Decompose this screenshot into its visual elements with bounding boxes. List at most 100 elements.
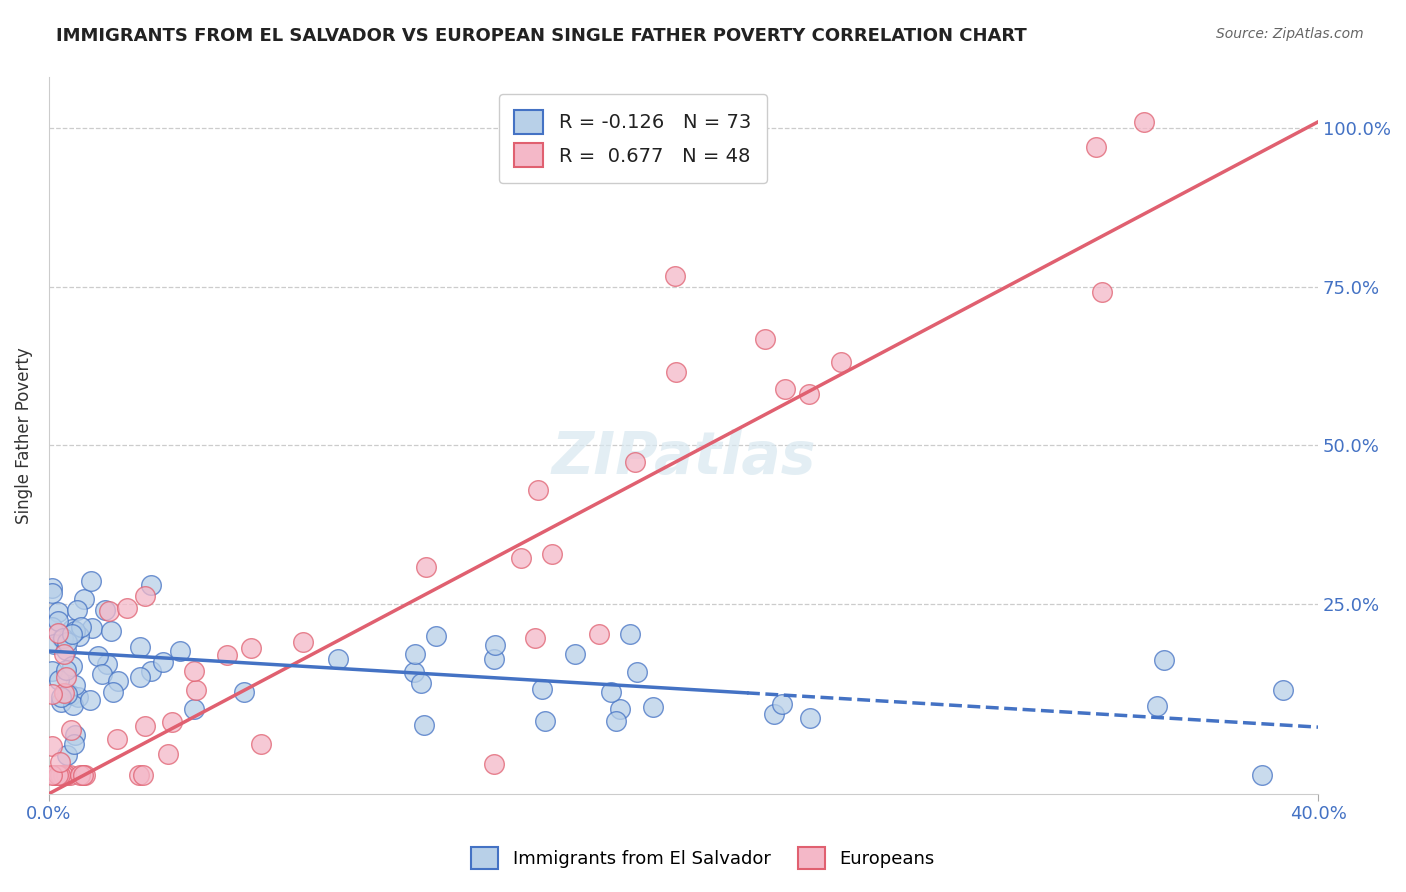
Point [1271, 682, 1294, 697]
Point [48, 625, 70, 640]
Point [98, 604, 121, 618]
Text: ZIPatlas: ZIPatlas [551, 428, 815, 485]
Point [55, 634, 77, 648]
Point [105, 731, 128, 746]
Point [82, 621, 104, 635]
Point [564, 647, 586, 661]
Point [482, 652, 505, 666]
Point [41, 581, 63, 595]
Point [754, 332, 776, 346]
Point [67, 629, 90, 643]
Point [665, 365, 688, 379]
Point [326, 652, 349, 666]
Point [51, 690, 73, 704]
Point [128, 767, 150, 781]
Point [183, 702, 205, 716]
Point [141, 577, 163, 591]
Point [215, 648, 238, 662]
Point [66, 603, 89, 617]
Point [129, 640, 152, 654]
Point [402, 665, 425, 679]
Point [46, 605, 69, 619]
Point [70, 619, 93, 633]
Point [412, 718, 434, 732]
Point [799, 387, 821, 401]
Point [249, 738, 271, 752]
Point [52, 767, 75, 781]
Point [291, 635, 314, 649]
Point [425, 630, 447, 644]
Point [53, 686, 76, 700]
Point [534, 714, 557, 729]
Legend: Immigrants from El Salvador, Europeans: Immigrants from El Salvador, Europeans [464, 839, 942, 876]
Point [60, 723, 83, 737]
Point [588, 627, 610, 641]
Point [80, 574, 103, 588]
Point [55, 767, 77, 781]
Point [482, 757, 505, 772]
Point [46, 767, 69, 781]
Point [67, 690, 90, 704]
Point [60, 627, 83, 641]
Point [55, 670, 77, 684]
Point [1251, 767, 1274, 781]
Point [103, 685, 125, 699]
Point [46, 615, 69, 629]
Point [56, 747, 79, 762]
Point [775, 382, 797, 396]
Point [523, 632, 546, 646]
Point [55, 663, 77, 677]
Point [132, 767, 155, 781]
Point [100, 624, 122, 638]
Point [87, 648, 110, 663]
Point [60, 623, 83, 637]
Point [404, 648, 426, 662]
Point [41, 586, 63, 600]
Point [73, 591, 96, 606]
Point [619, 627, 641, 641]
Point [799, 711, 821, 725]
Point [184, 683, 207, 698]
Point [52, 631, 75, 645]
Point [156, 747, 179, 762]
Point [48, 755, 70, 769]
Point [41, 739, 63, 753]
Point [51, 632, 73, 646]
Point [49, 767, 72, 781]
Point [52, 648, 75, 662]
Point [1146, 699, 1168, 714]
Point [624, 454, 647, 468]
Point [526, 483, 548, 497]
Y-axis label: Single Father Poverty: Single Father Poverty [15, 347, 32, 524]
Point [510, 551, 533, 566]
Point [409, 676, 432, 690]
Point [62, 698, 84, 713]
Text: IMMIGRANTS FROM EL SALVADOR VS EUROPEAN SINGLE FATHER POVERTY CORRELATION CHART: IMMIGRANTS FROM EL SALVADOR VS EUROPEAN … [56, 27, 1026, 45]
Point [41, 767, 63, 781]
Point [41, 664, 63, 678]
Point [484, 638, 506, 652]
Point [762, 707, 785, 722]
Point [1153, 653, 1175, 667]
Point [626, 665, 648, 679]
Point [44, 767, 66, 781]
Point [1091, 285, 1114, 299]
Point [62, 737, 84, 751]
Point [72, 767, 94, 781]
Point [60, 658, 83, 673]
Point [1085, 140, 1108, 154]
Point [1132, 115, 1154, 129]
Point [107, 673, 129, 688]
Point [69, 767, 91, 781]
Point [160, 715, 183, 730]
Point [65, 728, 87, 742]
Text: Source: ZipAtlas.com: Source: ZipAtlas.com [1216, 27, 1364, 41]
Point [90, 666, 112, 681]
Point [530, 681, 553, 696]
Point [59, 767, 82, 781]
Point [117, 601, 139, 615]
Point [93, 603, 115, 617]
Point [44, 637, 66, 651]
Point [541, 547, 564, 561]
Point [152, 656, 174, 670]
